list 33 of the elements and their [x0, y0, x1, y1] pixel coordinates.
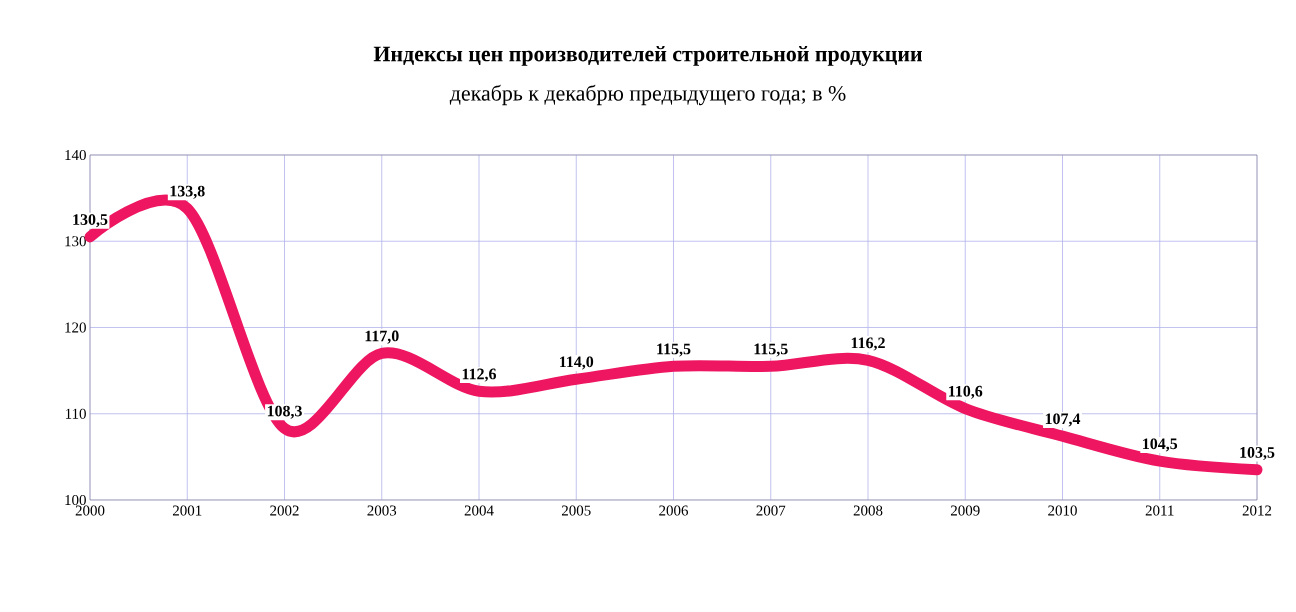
x-tick-label: 2008: [853, 505, 883, 516]
chart-title: Индексы цен производителей строительной продукции: [373, 46, 923, 66]
y-tick-label: 100: [65, 494, 86, 506]
data-label: 115,5: [754, 343, 788, 357]
chart-subtitle: декабрь к декабрю предыдущего года; в %: [449, 84, 846, 106]
data-label: 130,5: [73, 214, 108, 228]
data-label: 107,4: [1045, 413, 1081, 427]
data-label: 104,5: [1143, 438, 1178, 452]
y-tick-label: 140: [65, 149, 86, 161]
y-tick-label: 130: [65, 236, 86, 247]
data-label: 116,2: [851, 337, 885, 351]
x-tick-label: 2005: [561, 505, 591, 516]
y-tick-label: 120: [65, 322, 86, 333]
x-tick-label: 2002: [270, 505, 299, 516]
data-label: 112,6: [462, 368, 497, 382]
data-label: 103,5: [1240, 447, 1275, 461]
data-label: 133,8: [170, 185, 205, 199]
x-tick-label: 2006: [659, 505, 689, 516]
x-tick-label: 2012: [1242, 505, 1272, 516]
x-tick-label: 2000: [75, 505, 105, 516]
x-tick-label: 2001: [172, 505, 202, 516]
x-tick-label: 2009: [950, 505, 980, 516]
data-label: 110,6: [949, 385, 983, 399]
x-tick-label: 2004: [464, 505, 494, 516]
y-tick-label: 110: [65, 408, 86, 419]
x-tick-label: 2010: [1048, 505, 1077, 516]
data-label: 115,5: [657, 343, 691, 357]
x-tick-label: 2007: [756, 505, 786, 516]
x-tick-label: 2011: [1145, 505, 1174, 516]
data-label: 108,3: [267, 405, 302, 419]
x-tick-label: 2003: [367, 505, 397, 516]
data-label: 114,0: [560, 356, 594, 370]
data-label: 117,0: [365, 330, 399, 344]
